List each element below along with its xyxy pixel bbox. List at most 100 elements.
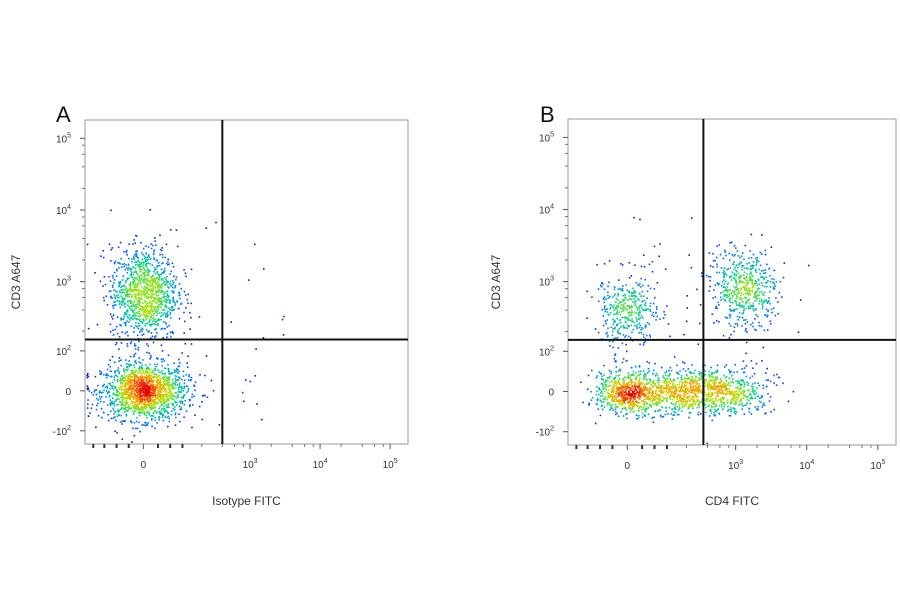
event-dot <box>130 300 133 302</box>
event-dot <box>687 396 690 399</box>
event-dot <box>140 379 143 381</box>
event-dot <box>613 304 615 306</box>
event-dot <box>736 399 738 401</box>
event-dot <box>622 310 625 312</box>
event-dot <box>631 319 633 322</box>
event-dot <box>113 294 116 296</box>
event-dot <box>751 280 753 282</box>
event-dot <box>178 391 180 393</box>
event-dot <box>148 392 151 394</box>
event-dot <box>128 380 131 382</box>
event-dot <box>603 263 606 265</box>
event-dot <box>141 314 143 316</box>
event-dot <box>724 299 726 301</box>
event-dot <box>176 384 179 386</box>
event-dot <box>622 377 624 380</box>
event-dot <box>623 327 625 329</box>
event-dot <box>712 392 714 395</box>
event-dot <box>115 304 117 306</box>
event-dot <box>755 392 758 394</box>
event-dot <box>704 382 706 384</box>
event-dot <box>147 403 149 406</box>
event-dot <box>129 281 132 284</box>
event-dot <box>174 384 177 386</box>
event-dot <box>756 395 759 398</box>
event-dot <box>119 421 122 423</box>
event-dot <box>140 366 142 369</box>
event-dot <box>601 383 604 385</box>
event-dot <box>710 395 712 398</box>
event-dot <box>191 393 194 396</box>
event-dot <box>147 372 150 375</box>
event-dot <box>737 380 739 382</box>
event-dot <box>745 352 747 355</box>
event-dot <box>699 377 701 380</box>
event-dot <box>626 327 628 330</box>
event-dot <box>117 395 119 397</box>
event-dot <box>731 397 734 400</box>
event-dot <box>131 290 134 292</box>
event-dot <box>609 409 611 411</box>
event-dot <box>135 369 138 372</box>
event-dot <box>153 270 155 273</box>
event-dot <box>625 334 627 337</box>
event-dot <box>121 263 124 266</box>
event-dot <box>626 417 628 420</box>
event-dot <box>170 390 172 393</box>
event-dot <box>147 313 149 315</box>
event-dot <box>750 265 752 268</box>
event-dot <box>644 410 646 412</box>
event-dot <box>143 393 145 396</box>
event-dot <box>183 403 186 406</box>
event-dot <box>139 318 141 321</box>
event-dot <box>120 364 122 367</box>
event-dot <box>109 382 111 385</box>
event-dot <box>143 392 145 394</box>
event-dot <box>121 331 123 333</box>
event-dot <box>100 396 103 398</box>
event-dot <box>145 385 148 388</box>
panel-label: A <box>56 102 71 127</box>
event-dot <box>188 375 190 378</box>
event-dot <box>121 302 124 304</box>
event-dot <box>131 302 133 304</box>
event-dot <box>116 398 119 400</box>
event-dot <box>120 317 122 319</box>
event-dot <box>162 385 165 388</box>
event-dot <box>718 244 721 246</box>
event-dot <box>178 388 180 391</box>
event-dot <box>148 352 150 354</box>
event-dot <box>634 294 636 297</box>
event-dot <box>139 411 141 413</box>
event-dot <box>137 400 140 402</box>
event-dot <box>590 390 592 393</box>
event-dot <box>144 260 147 263</box>
event-dot <box>137 260 139 262</box>
event-dot <box>645 324 647 327</box>
event-dot <box>111 318 114 320</box>
event-dot <box>738 262 741 265</box>
event-dot <box>617 295 619 297</box>
event-dot <box>658 401 661 404</box>
event-dot <box>711 313 714 315</box>
event-dot <box>150 377 153 379</box>
event-dot <box>161 249 163 252</box>
event-dot <box>622 383 624 385</box>
event-dot <box>626 305 628 307</box>
event-dot <box>684 389 686 391</box>
event-dot <box>669 378 672 380</box>
event-dot <box>160 344 163 347</box>
event-dot <box>149 408 152 410</box>
event-dot <box>145 306 148 309</box>
event-dot <box>618 332 620 335</box>
event-dot <box>167 404 169 407</box>
event-dot <box>129 384 131 387</box>
event-dot <box>151 383 153 386</box>
event-dot <box>124 390 126 393</box>
event-dot <box>656 381 659 383</box>
event-dot <box>642 406 644 409</box>
event-dot <box>612 323 615 325</box>
event-dot <box>743 404 745 407</box>
event-dot <box>634 372 637 374</box>
event-dot <box>639 343 641 346</box>
